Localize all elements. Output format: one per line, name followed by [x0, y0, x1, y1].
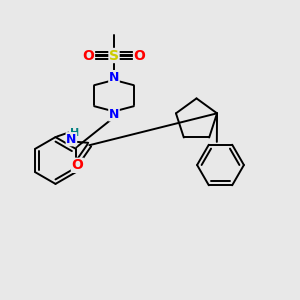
Text: S: S: [109, 49, 119, 62]
Text: O: O: [134, 49, 146, 62]
Text: H: H: [70, 128, 80, 138]
Text: N: N: [109, 108, 119, 121]
Text: O: O: [71, 158, 83, 172]
Text: N: N: [66, 133, 76, 146]
Text: N: N: [109, 70, 119, 84]
Text: O: O: [82, 49, 94, 62]
